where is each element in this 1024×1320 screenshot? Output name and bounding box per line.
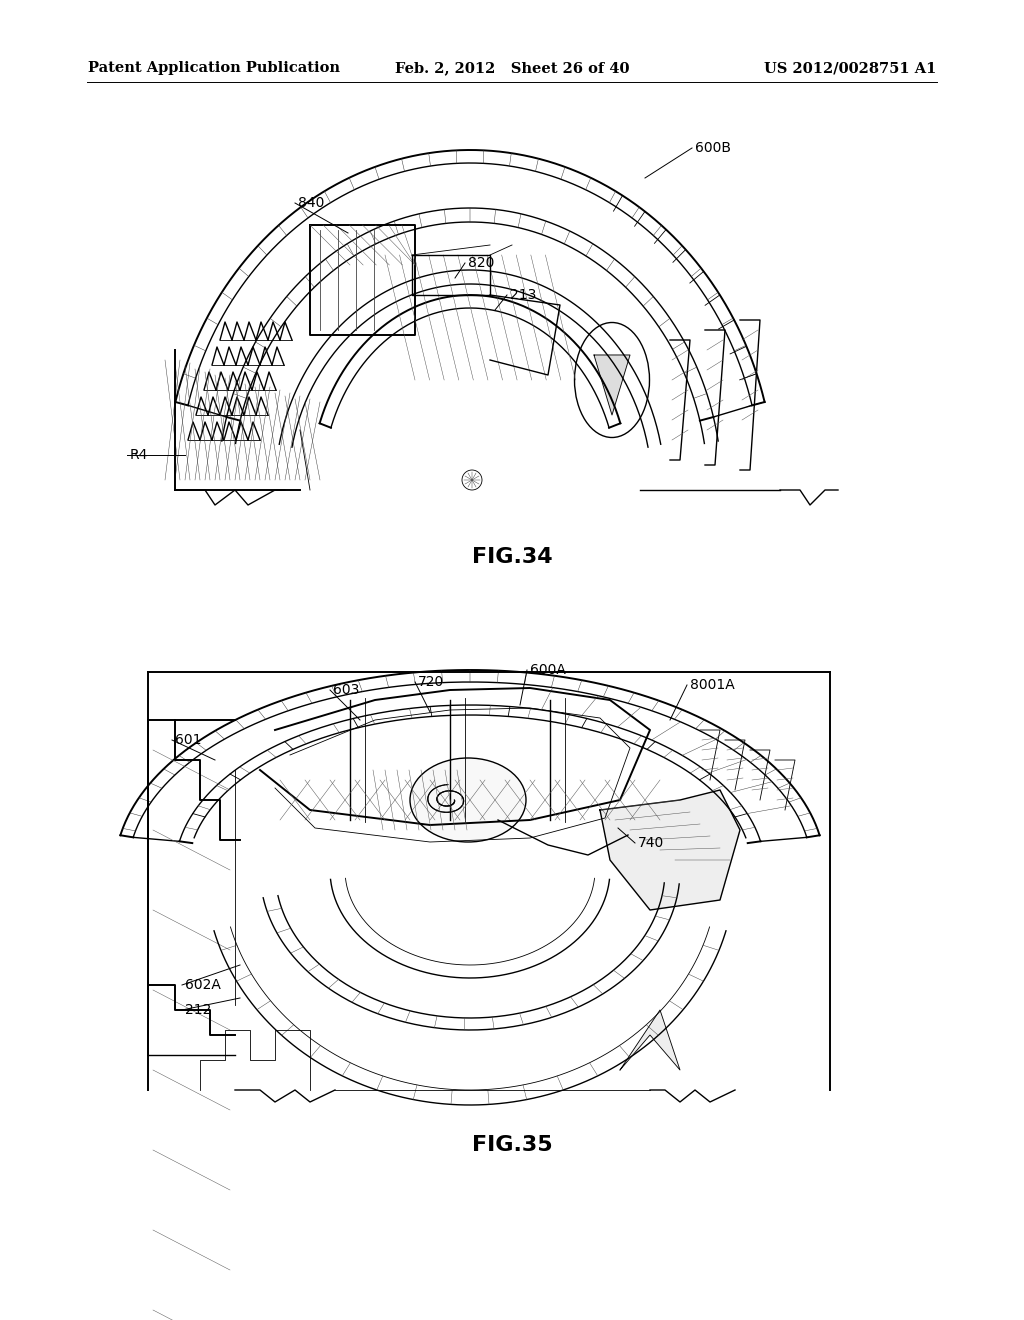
Text: 720: 720 (418, 675, 444, 689)
Text: 600B: 600B (695, 141, 731, 154)
Text: 212: 212 (185, 1003, 211, 1016)
Text: US 2012/0028751 A1: US 2012/0028751 A1 (764, 61, 936, 75)
Text: 601: 601 (175, 733, 202, 747)
Polygon shape (600, 789, 740, 909)
Text: Patent Application Publication: Patent Application Publication (88, 61, 340, 75)
Text: Feb. 2, 2012   Sheet 26 of 40: Feb. 2, 2012 Sheet 26 of 40 (394, 61, 630, 75)
Polygon shape (620, 1010, 680, 1071)
Text: 740: 740 (638, 836, 665, 850)
Text: 603: 603 (333, 682, 359, 697)
Text: 600A: 600A (530, 663, 566, 677)
Text: 602A: 602A (185, 978, 221, 993)
Text: R4: R4 (130, 447, 148, 462)
Polygon shape (594, 355, 630, 414)
Text: 213: 213 (510, 288, 537, 302)
Text: 820: 820 (468, 256, 495, 271)
Text: FIG.35: FIG.35 (472, 1135, 552, 1155)
Text: 840: 840 (298, 195, 325, 210)
Text: FIG.34: FIG.34 (472, 546, 552, 568)
Text: 8001A: 8001A (690, 678, 735, 692)
Ellipse shape (574, 322, 649, 437)
Ellipse shape (410, 758, 526, 842)
